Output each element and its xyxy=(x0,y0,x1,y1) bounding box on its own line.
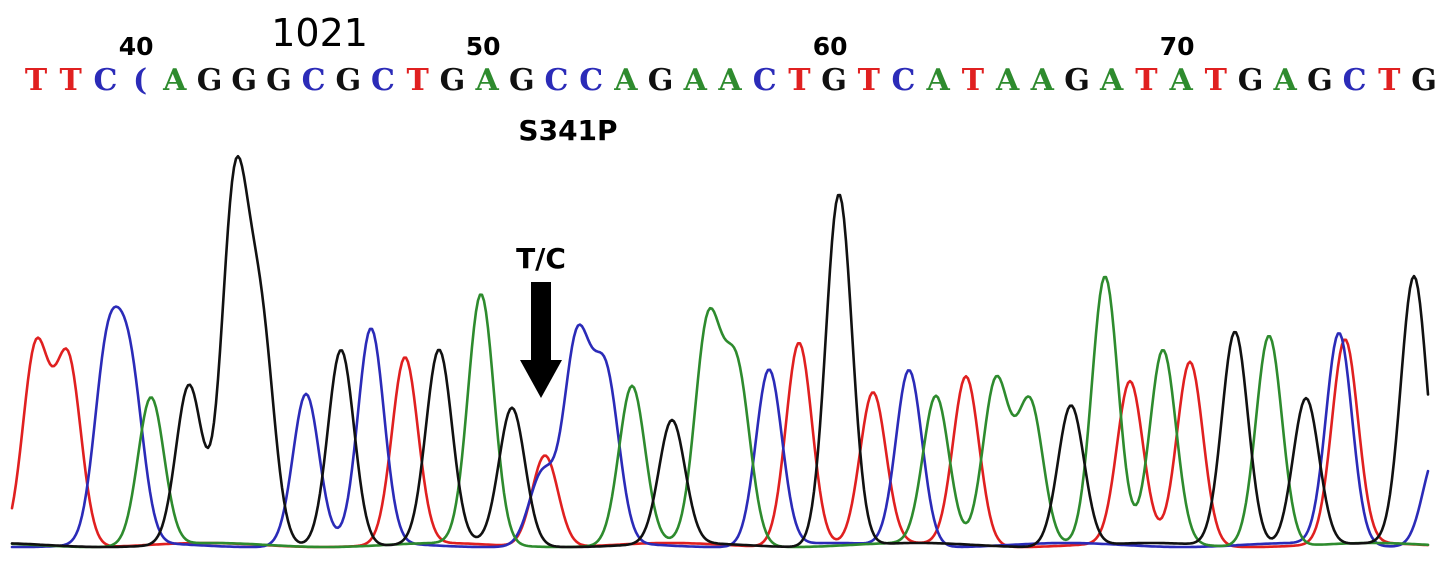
base-call-letter: G xyxy=(1238,63,1264,98)
base-call-letter: G xyxy=(1411,63,1437,98)
trace-A xyxy=(10,275,1430,549)
base-call-letter: G xyxy=(231,63,257,98)
reference-position-label: 1021 xyxy=(271,11,368,55)
trace-T xyxy=(10,336,1430,549)
base-call-letter: A xyxy=(717,63,742,98)
base-call-letter: C xyxy=(753,63,777,98)
base-call-letter: A xyxy=(613,63,638,98)
base-call-letter: G xyxy=(1307,63,1333,98)
base-call-letter: A xyxy=(995,63,1020,98)
base-call-letter: G xyxy=(335,63,361,98)
base-call-letter: T xyxy=(407,63,430,98)
base-call-letter: A xyxy=(683,63,708,98)
base-call-letter: G xyxy=(648,63,674,98)
base-call-letter: A xyxy=(926,63,951,98)
trace-plot xyxy=(10,154,1430,549)
base-call-letter: T xyxy=(962,63,985,98)
base-call-letter: A xyxy=(1273,63,1298,98)
position-label: 70 xyxy=(1160,32,1195,61)
base-call-letter: T xyxy=(858,63,881,98)
base-call-letter: C xyxy=(302,63,326,98)
base-call-letter: C xyxy=(371,63,395,98)
base-call-letter: C xyxy=(93,63,117,98)
base-call-letter: G xyxy=(821,63,847,98)
mutation-label: S341P xyxy=(518,114,617,147)
position-label: 50 xyxy=(466,32,501,61)
base-call-letter: G xyxy=(440,63,466,98)
base-call-letter: T xyxy=(60,63,83,98)
base-call-letter: G xyxy=(197,63,223,98)
base-call-letter: G xyxy=(509,63,535,98)
position-label: 60 xyxy=(813,32,848,61)
base-call-letter: C xyxy=(1343,63,1367,98)
base-call-letter: T xyxy=(788,63,811,98)
base-call-letter: T xyxy=(1135,63,1158,98)
base-call-letter: T xyxy=(1378,63,1401,98)
arrow-head xyxy=(520,360,562,398)
variant-arrow xyxy=(520,282,562,398)
base-call-letter: ( xyxy=(133,63,147,98)
base-call-letter: A xyxy=(1030,63,1055,98)
base-call-letter: C xyxy=(892,63,916,98)
base-call-letter: C xyxy=(545,63,569,98)
trace-G xyxy=(10,154,1430,549)
position-labels: 40 50 60 70 xyxy=(119,32,1195,61)
base-call-letter: C xyxy=(579,63,603,98)
arrow-shaft xyxy=(531,282,551,362)
base-call-letter: A xyxy=(1099,63,1124,98)
variant-call-label: T/C xyxy=(516,242,566,275)
base-call-letter: G xyxy=(266,63,292,98)
base-call-letter: G xyxy=(1064,63,1090,98)
trace-C xyxy=(10,305,1430,549)
base-call-letter: T xyxy=(1205,63,1228,98)
base-call-letter: A xyxy=(1168,63,1193,98)
base-call-letter: A xyxy=(474,63,499,98)
base-call-letter: T xyxy=(25,63,48,98)
base-call-sequence: T T C(A G G G C G C T G A G C C A G A A C T G T C A T A A G A T A T G A G C T… xyxy=(25,63,1437,98)
position-label: 40 xyxy=(119,32,154,61)
base-call-letter: A xyxy=(162,63,187,98)
